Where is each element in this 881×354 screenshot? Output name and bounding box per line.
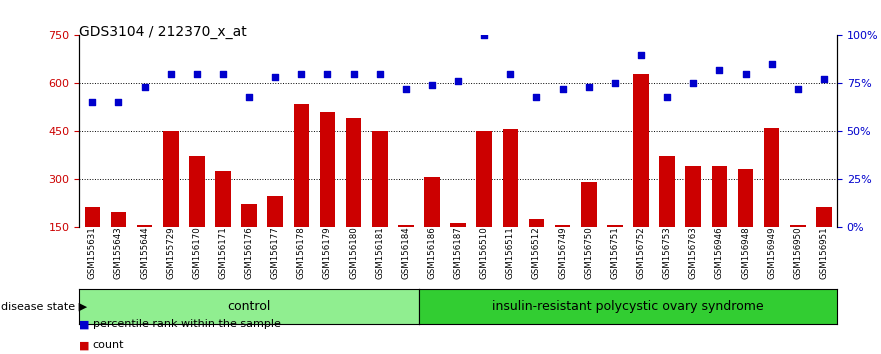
- Text: GSM156186: GSM156186: [427, 227, 436, 279]
- Bar: [764, 128, 780, 274]
- Text: GSM156511: GSM156511: [506, 227, 515, 279]
- Bar: [111, 212, 126, 274]
- Point: [686, 80, 700, 86]
- Text: GSM156510: GSM156510: [480, 227, 489, 279]
- Bar: [268, 196, 283, 274]
- Bar: [293, 104, 309, 274]
- Text: GSM156176: GSM156176: [245, 227, 254, 279]
- Text: count: count: [93, 341, 124, 350]
- Bar: [345, 118, 361, 274]
- Point: [137, 84, 152, 90]
- Point: [608, 80, 622, 86]
- Text: GSM156752: GSM156752: [636, 227, 646, 279]
- Point: [242, 94, 256, 99]
- Point: [425, 82, 439, 88]
- Text: GSM155631: GSM155631: [88, 227, 97, 279]
- Text: GSM156951: GSM156951: [819, 227, 828, 279]
- Point: [478, 33, 492, 38]
- Text: insulin-resistant polycystic ovary syndrome: insulin-resistant polycystic ovary syndr…: [492, 300, 764, 313]
- Text: GSM156750: GSM156750: [584, 227, 593, 279]
- Bar: [607, 225, 623, 274]
- Text: GSM155729: GSM155729: [167, 227, 175, 279]
- Bar: [633, 74, 648, 274]
- Bar: [555, 225, 571, 274]
- Text: ■: ■: [79, 341, 90, 350]
- Text: GSM156180: GSM156180: [349, 227, 358, 279]
- Bar: [398, 225, 414, 274]
- Point: [529, 94, 544, 99]
- Point: [164, 71, 178, 76]
- Point: [660, 94, 674, 99]
- Text: GSM155643: GSM155643: [114, 227, 123, 279]
- Text: GSM156177: GSM156177: [270, 227, 280, 279]
- Point: [373, 71, 387, 76]
- Text: GSM156753: GSM156753: [663, 227, 671, 279]
- Text: GDS3104 / 212370_x_at: GDS3104 / 212370_x_at: [79, 25, 247, 39]
- Point: [581, 84, 596, 90]
- Point: [765, 61, 779, 67]
- Bar: [85, 207, 100, 274]
- Bar: [241, 204, 257, 274]
- Bar: [737, 169, 753, 274]
- Point: [294, 71, 308, 76]
- Text: GSM156178: GSM156178: [297, 227, 306, 279]
- Bar: [372, 131, 388, 274]
- Point: [451, 79, 465, 84]
- Bar: [424, 177, 440, 274]
- Text: GSM156179: GSM156179: [323, 227, 332, 279]
- Bar: [816, 207, 832, 274]
- Bar: [581, 182, 596, 274]
- Point: [791, 86, 805, 92]
- Point: [399, 86, 413, 92]
- Text: GSM156751: GSM156751: [611, 227, 619, 279]
- Bar: [477, 131, 492, 274]
- Text: GSM156187: GSM156187: [454, 227, 463, 279]
- Text: GSM156170: GSM156170: [192, 227, 202, 279]
- Bar: [712, 166, 727, 274]
- Text: GSM156948: GSM156948: [741, 227, 750, 279]
- Text: GSM156950: GSM156950: [793, 227, 803, 279]
- Point: [216, 71, 230, 76]
- Bar: [790, 225, 805, 274]
- Bar: [137, 225, 152, 274]
- Point: [321, 71, 335, 76]
- Point: [111, 99, 125, 105]
- Text: disease state ▶: disease state ▶: [1, 301, 87, 311]
- Point: [189, 71, 204, 76]
- Text: percentile rank within the sample: percentile rank within the sample: [93, 319, 280, 329]
- Point: [556, 86, 570, 92]
- Text: GSM155644: GSM155644: [140, 227, 149, 279]
- Bar: [320, 112, 336, 274]
- Point: [738, 71, 752, 76]
- Point: [346, 71, 360, 76]
- Bar: [215, 171, 231, 274]
- Point: [503, 71, 517, 76]
- Bar: [450, 223, 466, 274]
- Text: control: control: [227, 300, 270, 313]
- Point: [85, 99, 100, 105]
- Text: GSM156184: GSM156184: [402, 227, 411, 279]
- Bar: [685, 166, 701, 274]
- Point: [817, 76, 831, 82]
- Point: [634, 52, 648, 57]
- Text: GSM156512: GSM156512: [532, 227, 541, 279]
- Text: GSM156171: GSM156171: [218, 227, 227, 279]
- Text: GSM156949: GSM156949: [767, 227, 776, 279]
- Bar: [659, 156, 675, 274]
- Text: ■: ■: [79, 319, 90, 329]
- Text: GSM156181: GSM156181: [375, 227, 384, 279]
- Text: GSM156946: GSM156946: [714, 227, 724, 279]
- Text: GSM156749: GSM156749: [559, 227, 567, 279]
- Bar: [189, 156, 204, 274]
- Text: GSM156763: GSM156763: [689, 227, 698, 279]
- Bar: [502, 130, 518, 274]
- Point: [268, 75, 282, 80]
- Bar: [163, 131, 179, 274]
- Point: [713, 67, 727, 73]
- Bar: [529, 218, 544, 274]
